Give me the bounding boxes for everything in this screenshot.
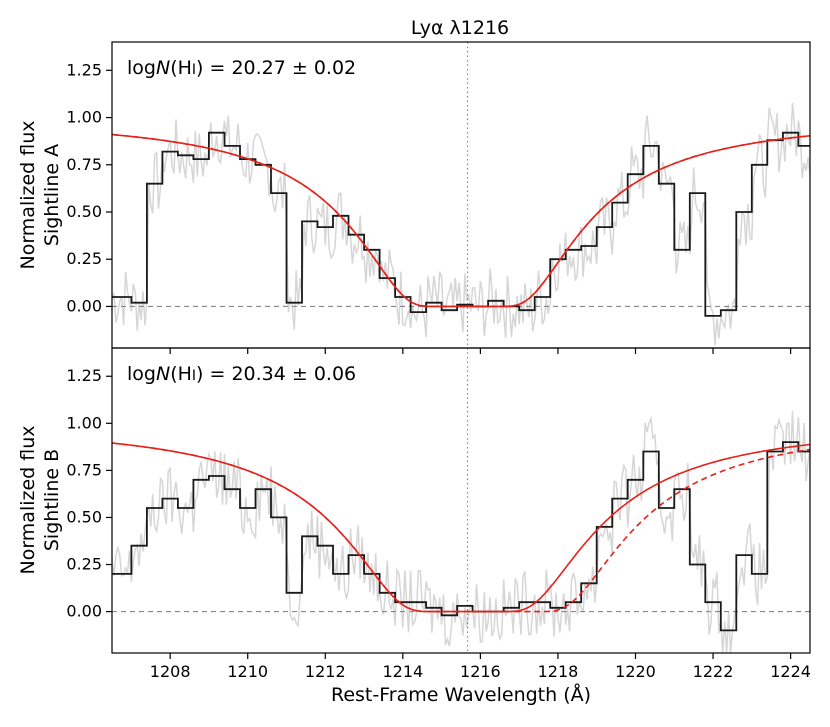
fit-solid-line (111, 442, 811, 613)
column-density-label-a: logN(HI) = 20.27 ± 0.02 (127, 57, 356, 79)
y-tick-label: 0.25 (66, 555, 102, 574)
x-tick-label: 1208 (150, 662, 191, 681)
y-tick-label: 0.00 (66, 602, 102, 621)
binned-spectrum (112, 441, 810, 632)
x-tick-label: 1210 (227, 662, 268, 681)
y-tick-label: 0.50 (66, 202, 102, 221)
panel-sightline-b: 0.00 0.25 0.50 0.75 1.00 1.25 logN(HI) = 20.3… (17, 347, 811, 659)
y-tick-label: 0.75 (66, 155, 102, 174)
noisy-spectrum (111, 411, 811, 654)
noisy-spectrum (111, 102, 811, 346)
x-tick-label: 1222 (693, 662, 734, 681)
y-tick-label: 0.75 (66, 460, 102, 479)
y-tick-label: 1.00 (66, 413, 102, 432)
x-axis-label: Rest-Frame Wavelength (Å) (331, 683, 591, 706)
y-axis-label-a-line2: Sightline A (41, 144, 63, 246)
y-axis-label-b-line2: Sightline B (41, 449, 63, 551)
x-tick-label: 1218 (538, 662, 579, 681)
x-tick-label: 1216 (460, 662, 501, 681)
x-tick-label: 1224 (770, 662, 811, 681)
y-tick-label: 0.50 (66, 507, 102, 526)
x-axis-ticks: 1208 1210 1212 1214 1216 1218 1220 1222 1224 (150, 662, 811, 681)
plot-frame-b (111, 347, 811, 654)
y-axis-label-b-line1: Normalized flux (17, 425, 39, 574)
fit-dashed-line (111, 442, 811, 613)
fit-dashed-line (111, 133, 811, 308)
x-tick-label: 1220 (615, 662, 656, 681)
panel-sightline-a: 0.00 0.25 0.50 0.75 1.00 1.25 logN(HI) = 20.2… (17, 41, 811, 354)
y-tick-label: 0.25 (66, 249, 102, 268)
y-axis-label-a-line1: Normalized flux (17, 120, 39, 269)
binned-spectrum (112, 131, 810, 317)
x-tick-label: 1212 (305, 662, 346, 681)
y-tick-label: 1.00 (66, 108, 102, 127)
y-tick-label: 0.00 (66, 296, 102, 315)
y-tick-label: 1.25 (66, 60, 102, 79)
x-tick-label: 1214 (382, 662, 423, 681)
chart-title: Lyα λ1216 (411, 17, 509, 39)
y-tick-label: 1.25 (66, 366, 102, 385)
column-density-label-b: logN(HI) = 20.34 ± 0.06 (127, 363, 356, 385)
